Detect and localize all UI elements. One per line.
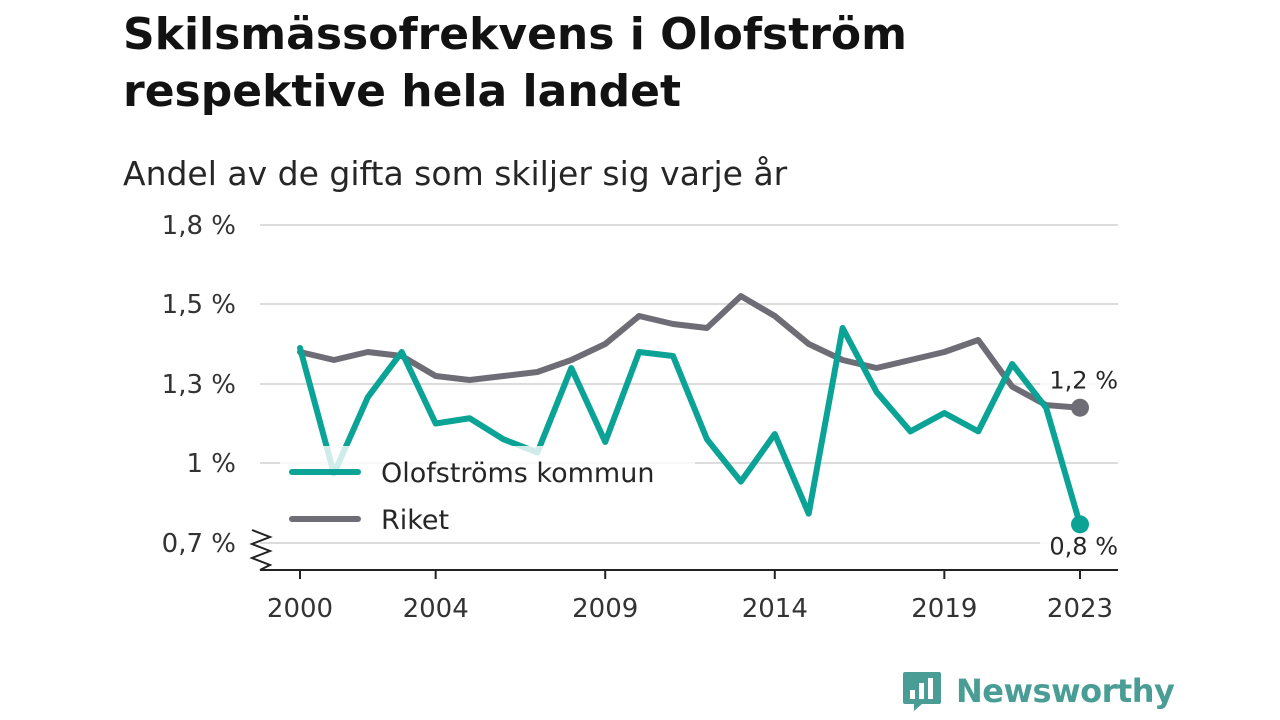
legend-label: Olofströms kommun [381, 458, 654, 489]
y-tick-label: 0,7 % [162, 529, 236, 559]
chart-title: Skilsmässofrekvens i Olofström respektiv… [123, 9, 908, 117]
x-tick-label: 2000 [267, 594, 333, 624]
x-tick-label: 2019 [911, 594, 977, 624]
end-point-marker [1071, 515, 1089, 534]
legend-label: Riket [381, 505, 449, 536]
series-line [297, 325, 1083, 528]
end-value-label: 1,2 % [1049, 367, 1118, 395]
newsworthy-brand: Newsworthy [902, 670, 1175, 712]
end-label-background [1040, 534, 1118, 562]
legend: Olofströms kommun Riket [280, 446, 695, 542]
end-value-label: 0,8 % [1049, 532, 1118, 560]
x-tick-label: 2014 [742, 594, 808, 624]
zigzag-icon [249, 529, 273, 571]
bar-chart-speech-bubble-icon [903, 672, 941, 711]
x-axis [249, 529, 1118, 571]
y-tick-label: 1,8 % [162, 211, 236, 241]
series-lines [297, 293, 1089, 534]
x-axis-ticks: 2000 2004 2009 2014 2019 2023 [267, 570, 1113, 624]
series-line [297, 293, 1083, 411]
x-tick-label: 2009 [572, 594, 638, 624]
y-axis-ticks: 0,7 % 1 % 1,3 % 1,5 % 1,8 % [162, 211, 236, 559]
end-labels: 1,2 % 0,8 % [1040, 367, 1118, 562]
x-tick-label: 2023 [1047, 594, 1113, 624]
end-label-background [1040, 368, 1118, 396]
brand-name: Newsworthy [956, 672, 1175, 710]
end-point-marker [1071, 398, 1089, 417]
y-tick-label: 1 % [186, 449, 236, 479]
chart-subtitle: Andel av de gifta som skiljer sig varje … [123, 154, 788, 193]
y-tick-label: 1,5 % [162, 290, 236, 320]
x-tick-label: 2004 [403, 594, 469, 624]
y-tick-label: 1,3 % [162, 370, 236, 400]
legend-background [280, 446, 695, 542]
